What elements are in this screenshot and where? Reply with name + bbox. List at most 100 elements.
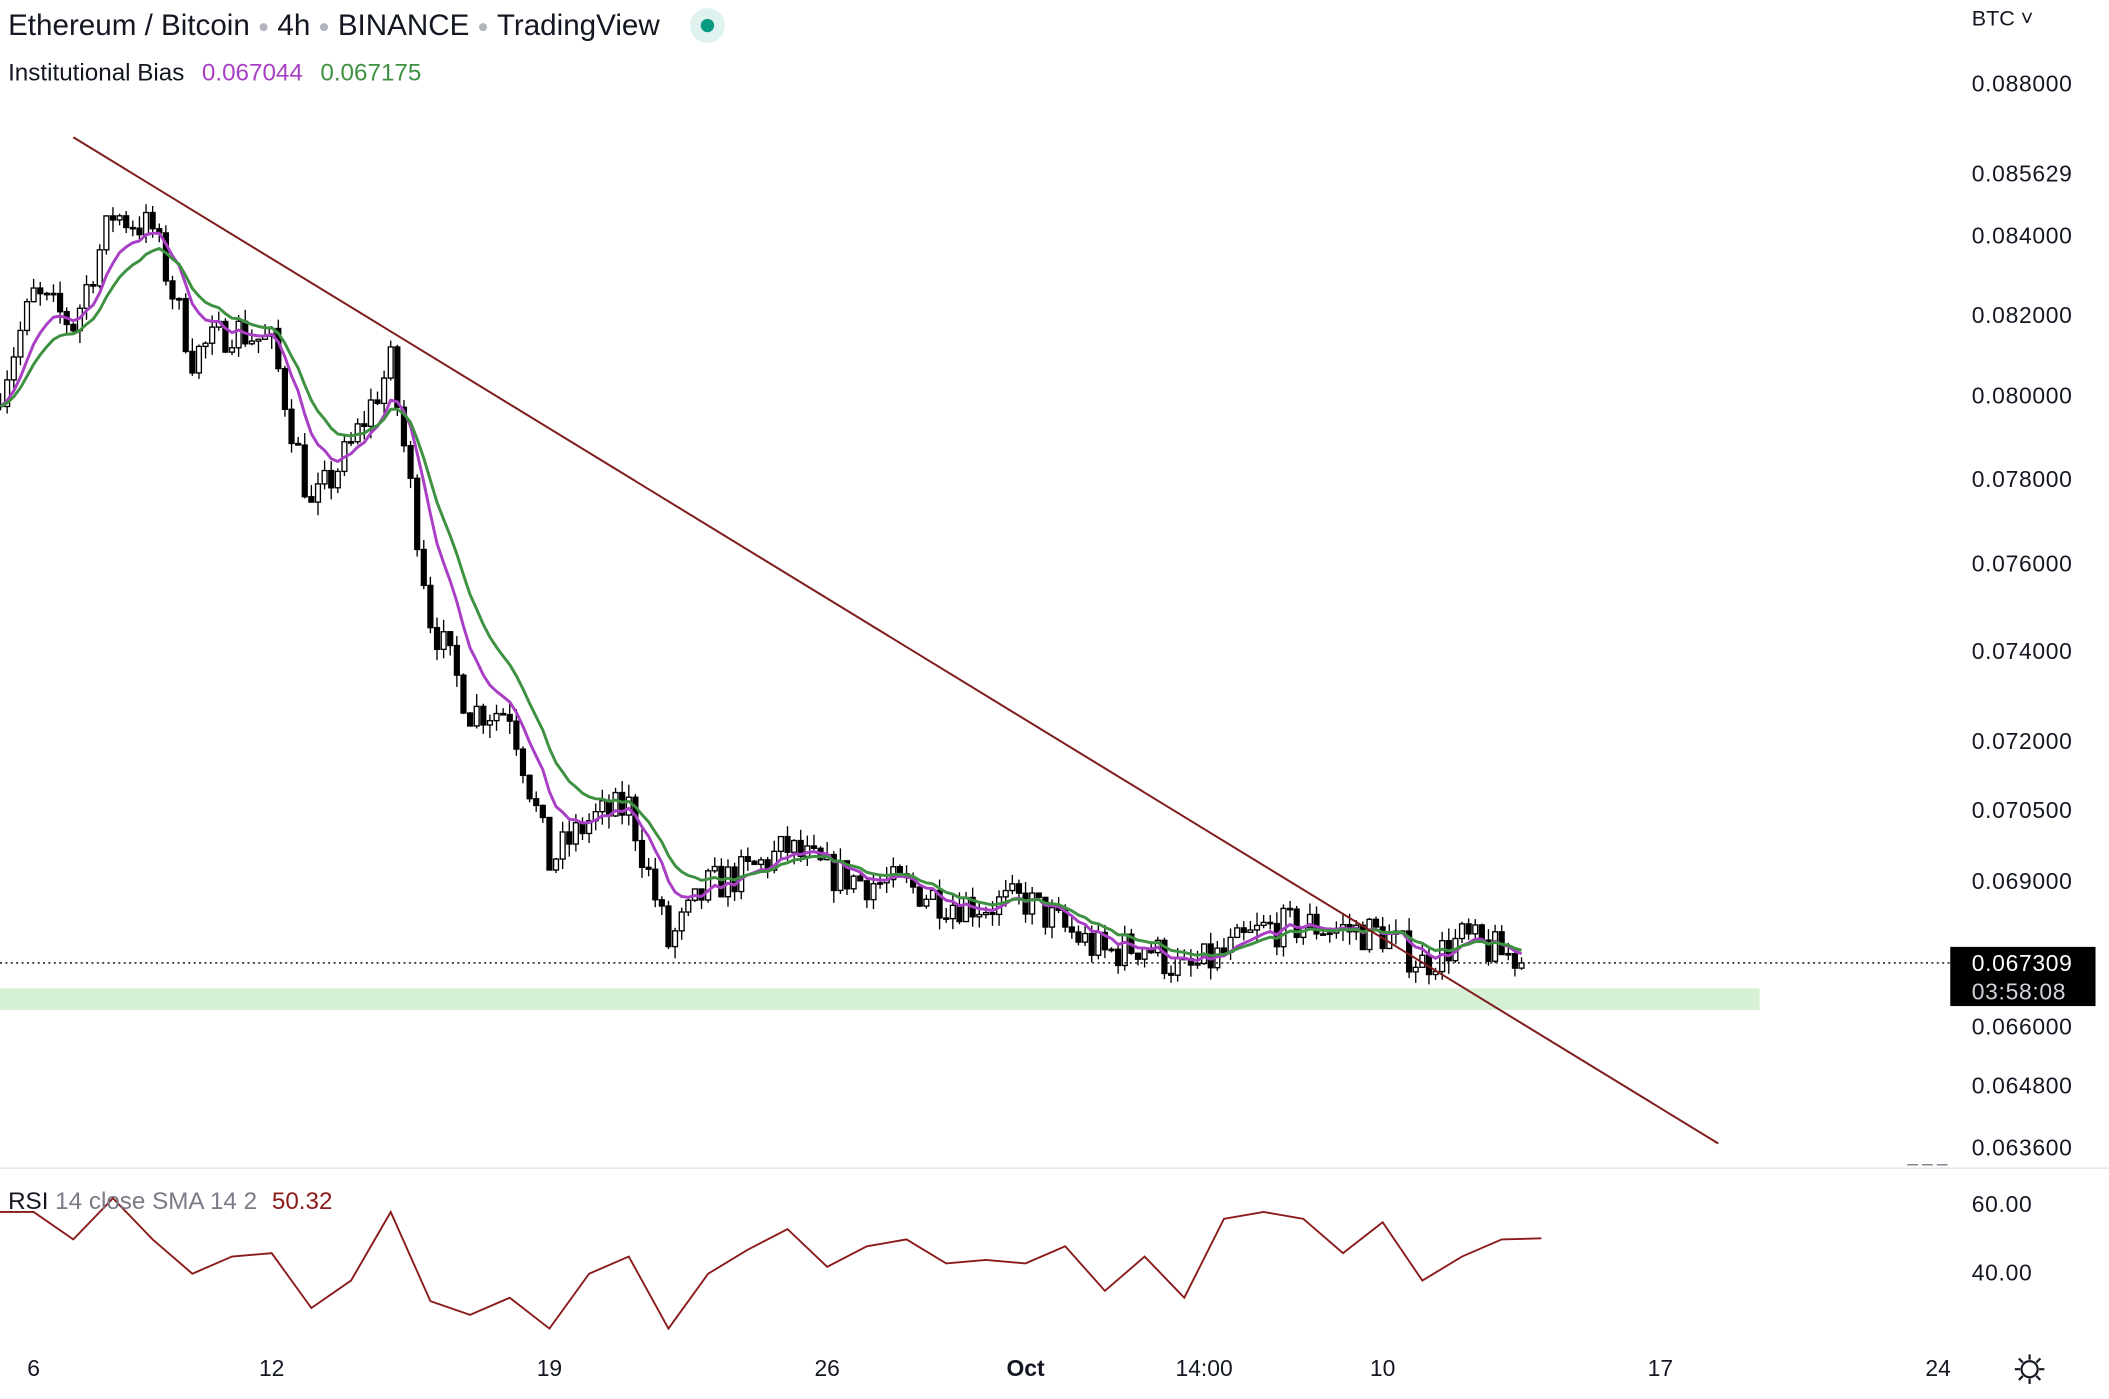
candle [619, 791, 626, 816]
candle [777, 835, 784, 853]
candle [791, 839, 798, 853]
candle [17, 329, 24, 358]
candle [235, 320, 242, 349]
candle [195, 345, 203, 374]
candle [665, 905, 672, 948]
candle [10, 356, 17, 381]
candle [414, 477, 421, 551]
candle [400, 406, 408, 447]
candle [440, 631, 447, 650]
candle [678, 911, 685, 932]
candle [381, 377, 388, 405]
candle [1253, 924, 1261, 931]
candle [1518, 962, 1525, 969]
time-tick-label: 12 [258, 1355, 285, 1382]
candle [830, 853, 837, 892]
candle [1326, 932, 1333, 936]
candle [1161, 939, 1168, 975]
price-tick-label: 0.085629 [1971, 160, 2073, 187]
candle [447, 631, 454, 647]
settings-gear-icon[interactable] [2013, 1353, 2045, 1385]
candle [1472, 924, 1479, 935]
candle [1134, 952, 1142, 960]
candle [209, 326, 216, 344]
fast-ma-line [0, 231, 1523, 963]
time-tick-label: 24 [1925, 1355, 1951, 1382]
candle [1306, 913, 1314, 929]
trendline [72, 136, 1719, 1145]
candle [1022, 892, 1029, 915]
candle [109, 215, 117, 221]
candle [1009, 883, 1016, 892]
candle [103, 215, 110, 251]
time-tick-label: 14:00 [1175, 1355, 1233, 1382]
candle [56, 292, 64, 313]
candle [96, 249, 103, 287]
candle [1372, 918, 1380, 928]
separator-dot: ● [318, 14, 330, 37]
candle [50, 292, 57, 296]
candle [738, 856, 745, 893]
candle [433, 626, 441, 650]
candle [500, 712, 507, 716]
rsi-pane[interactable] [0, 0, 1950, 1345]
candle [1511, 952, 1519, 969]
rsi-legend[interactable]: RSI 14 close SMA 14 2 50.32 [8, 1188, 332, 1216]
indicator-legend[interactable]: Institutional Bias 0.067044 0.067175 [8, 59, 432, 87]
candle [23, 301, 31, 332]
indicator-fast-value: 0.067044 [201, 59, 303, 87]
candle [314, 483, 322, 503]
candle [129, 226, 136, 230]
price-tick-label: 0.082000 [1971, 302, 2073, 329]
interval[interactable]: 4h [277, 8, 311, 42]
bar-countdown: 03:58:08 [1971, 979, 2067, 1005]
price-tick-label: 0.064800 [1971, 1073, 2073, 1100]
candle [843, 860, 851, 890]
candle [1260, 921, 1267, 927]
candle [751, 860, 758, 866]
candle [810, 845, 818, 849]
candle [976, 913, 983, 918]
candle [1458, 923, 1466, 940]
candle [255, 338, 262, 342]
candle [473, 705, 480, 727]
candle [1101, 931, 1109, 951]
source: TradingView [496, 8, 660, 42]
pane-divider[interactable] [0, 1167, 2109, 1169]
candle [936, 889, 943, 919]
candle [1194, 962, 1201, 966]
candle [361, 423, 368, 428]
price-tick-label: 0.088000 [1971, 71, 2073, 97]
candle [43, 292, 50, 296]
candle [169, 280, 176, 300]
candle [1485, 939, 1492, 962]
candle [506, 713, 513, 722]
price-tick-label: 0.074000 [1971, 638, 2073, 665]
candle [559, 831, 566, 860]
price-tick-label: 0.072000 [1971, 728, 2073, 755]
candle [37, 287, 44, 295]
candle [83, 284, 90, 309]
candle [182, 297, 189, 353]
candle [586, 820, 593, 835]
market-open-dot-icon[interactable] [689, 8, 725, 44]
candle [295, 442, 302, 446]
candle [1313, 913, 1320, 935]
price-tick-label: 0.070500 [1971, 797, 2073, 824]
candle [116, 215, 123, 221]
candle [863, 880, 870, 901]
candle [1267, 921, 1274, 925]
candle [744, 856, 751, 862]
symbol-name[interactable]: Ethereum / Bitcoin [8, 8, 250, 42]
candle [288, 408, 295, 445]
indicator-name: Institutional Bias [8, 59, 185, 87]
candle [149, 211, 156, 230]
candle [1081, 932, 1089, 943]
candle [123, 215, 130, 229]
candle [466, 712, 474, 727]
currency-dropdown[interactable]: BTC ˅ [1971, 8, 2034, 31]
candle [308, 496, 315, 503]
price-pane[interactable] [0, 0, 1951, 1167]
candle [347, 441, 355, 444]
support-zone [0, 988, 1760, 1010]
